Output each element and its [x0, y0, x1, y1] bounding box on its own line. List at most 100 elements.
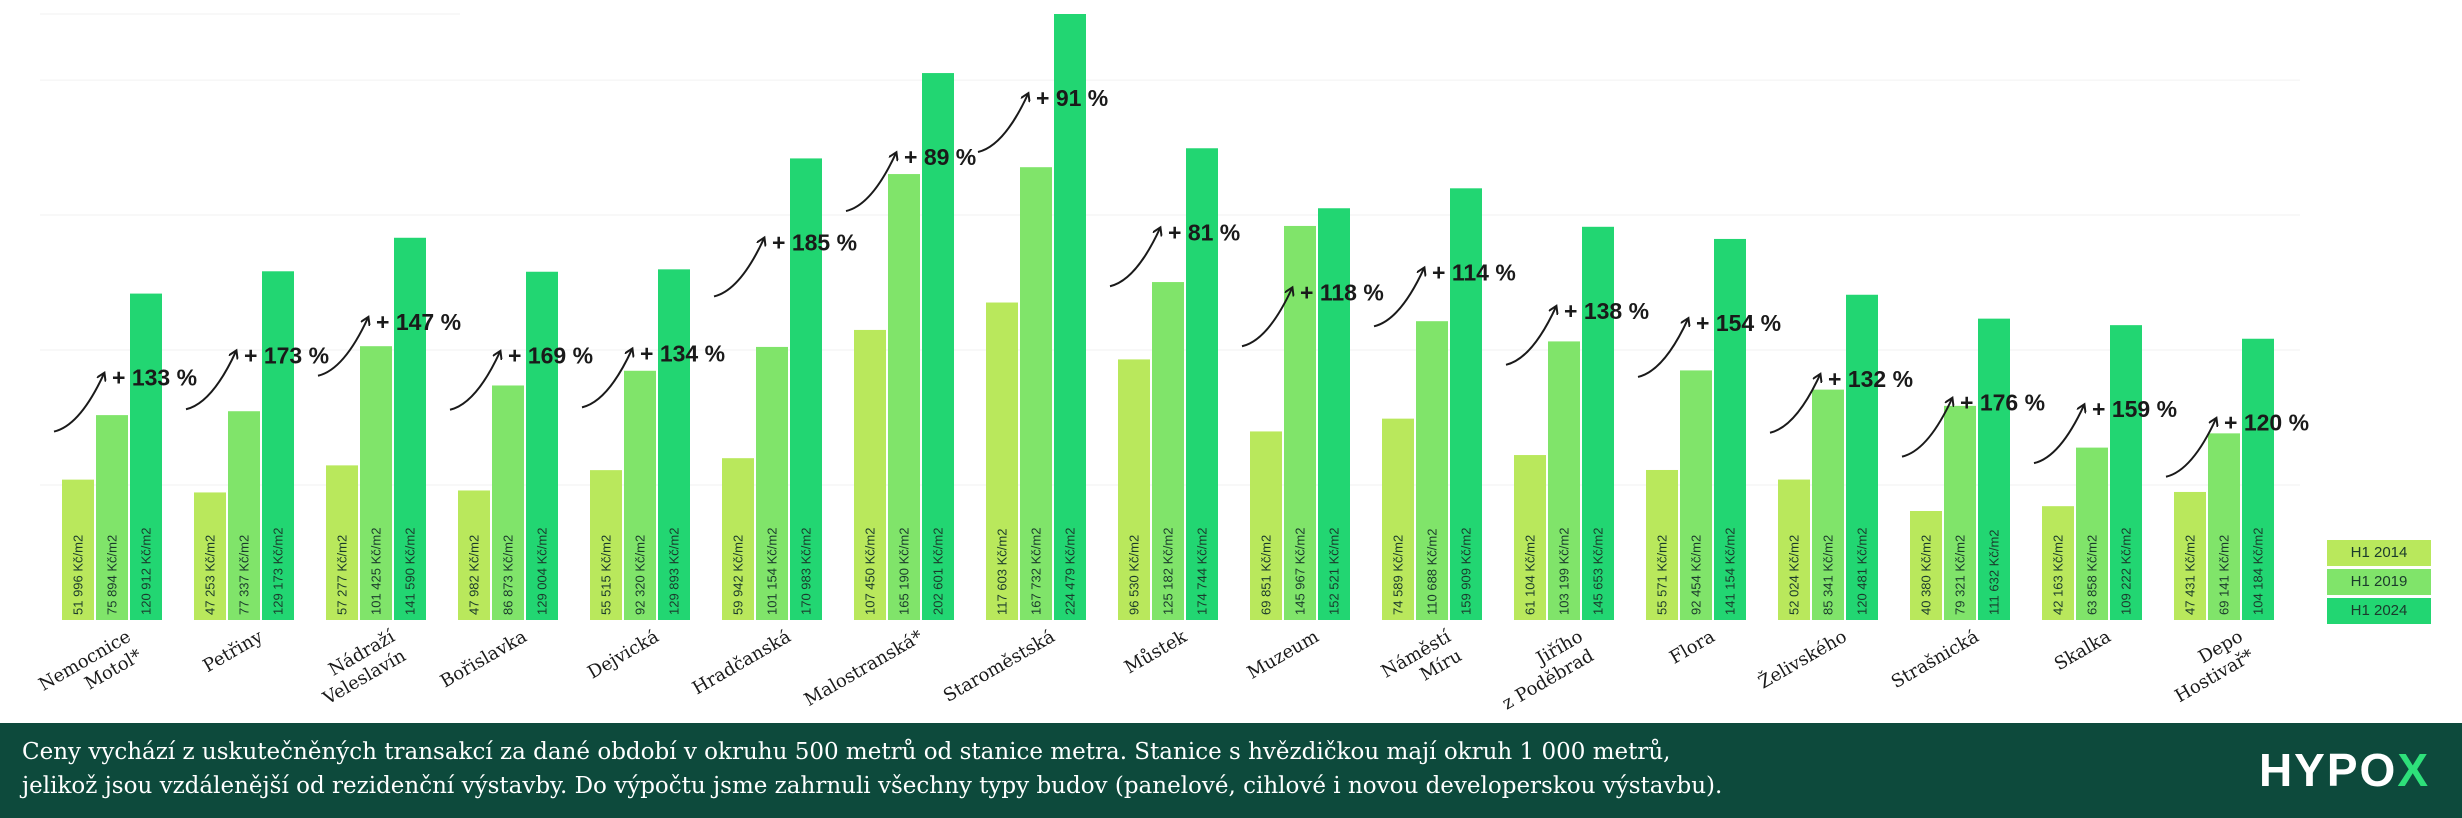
category-label: DepoHostivař* — [2160, 626, 2257, 707]
bar-value-label: 52 024 Kč/m2 — [1787, 535, 1802, 615]
growth-arrow — [1373, 268, 1424, 328]
bar — [1714, 238, 1746, 620]
bar-value-label: 63 858 Kč/m2 — [2085, 535, 2100, 615]
footer-note: Ceny vychází z uskutečněných transakcí z… — [22, 739, 1723, 799]
bar — [62, 479, 94, 620]
bar-value-label: 74 589 Kč/m2 — [1391, 535, 1406, 615]
bar-value-label: 51 996 Kč/m2 — [71, 535, 86, 615]
bar-value-label: 47 431 Kč/m2 — [2183, 535, 2198, 615]
bar — [1118, 359, 1150, 620]
bar — [1944, 405, 1976, 620]
bar — [888, 174, 920, 620]
bar-value-label: 224 479 Kč/m2 — [1063, 528, 1078, 615]
bar-value-label: 120 481 Kč/m2 — [1855, 528, 1870, 615]
bar-value-label: 129 004 Kč/m2 — [535, 528, 550, 615]
growth-arrow — [1505, 307, 1556, 366]
hypox-logo: HYPOX — [2259, 743, 2430, 797]
bar-value-label: 202 601 Kč/m2 — [931, 528, 946, 615]
bar-value-label: 110 688 Kč/m2 — [1425, 529, 1440, 615]
bar-value-label: 75 894 Kč/m2 — [105, 535, 120, 615]
bar — [1680, 370, 1712, 620]
bar — [1910, 510, 1942, 620]
bar — [492, 385, 524, 620]
bar — [1250, 431, 1282, 620]
bar — [1582, 226, 1614, 621]
bar — [360, 346, 392, 620]
category-label: Dejvická — [584, 626, 663, 683]
category-label: NáměstíMíru — [1378, 626, 1466, 702]
growth-label: + 91 % — [1036, 85, 1108, 111]
bar — [2242, 338, 2274, 620]
bar — [194, 492, 226, 620]
growth-arrow — [185, 351, 236, 411]
category-label: Můstek — [1121, 625, 1192, 679]
growth-label: + 185 % — [772, 229, 857, 255]
bar-value-label: 109 222 Kč/m2 — [2119, 528, 2134, 615]
growth-label: + 81 % — [1168, 219, 1240, 245]
bar — [1450, 188, 1482, 620]
growth-arrow — [2033, 405, 2084, 465]
bar-value-label: 129 893 Kč/m2 — [667, 528, 682, 615]
category-label: Staroměstská — [940, 626, 1059, 707]
bar — [526, 271, 558, 620]
bar — [658, 269, 690, 620]
category-label: Hradčanská — [689, 626, 795, 699]
growth-label: + 89 % — [904, 144, 976, 170]
bar-value-label: 107 450 Kč/m2 — [863, 528, 878, 615]
bar-value-label: 55 515 Kč/m2 — [599, 535, 614, 615]
bar — [394, 237, 426, 620]
bar — [1186, 148, 1218, 620]
logo-accent: X — [2397, 744, 2430, 796]
category-label: Jiříhoz Poděbrad — [1488, 626, 1598, 714]
growth-label: + 173 % — [244, 342, 329, 368]
growth-label: + 133 % — [112, 365, 197, 391]
bar-chart: 51 996 Kč/m2 75 894 Kč/m2 120 912 Kč/m2 + 1… — [35, 13, 2309, 714]
bar — [1646, 469, 1678, 620]
bar — [854, 329, 886, 620]
bar-value-label: 47 253 Kč/m2 — [203, 535, 218, 615]
growth-arrow — [1241, 288, 1292, 348]
bar — [1054, 14, 1086, 620]
bar-value-label: 77 337 Kč/m2 — [237, 535, 252, 615]
bar-value-label: 96 530 Kč/m2 — [1127, 535, 1142, 615]
bar-value-label: 69 141 Kč/m2 — [2217, 535, 2232, 615]
category-label: NádražíVeleslavín — [308, 626, 410, 710]
bar-value-label: 86 873 Kč/m2 — [501, 535, 516, 615]
category-label: NemocniceMotol* — [35, 626, 145, 714]
bar-value-label: 152 521 Kč/m2 — [1327, 528, 1342, 615]
bar-value-label: 59 942 Kč/m2 — [731, 535, 746, 615]
bar — [262, 271, 294, 620]
bar-value-label: 145 653 Kč/m2 — [1591, 528, 1606, 615]
bar — [2208, 433, 2240, 620]
bar — [1382, 418, 1414, 620]
bar-value-label: 57 277 Kč/m2 — [335, 535, 350, 615]
growth-label: + 176 % — [1960, 390, 2045, 416]
chart-legend: H1 2014 H1 2019 H1 2024 — [2327, 540, 2431, 627]
bar-value-label: 40 380 Kč/m2 — [1919, 535, 1934, 615]
bar — [2076, 447, 2108, 620]
bar-value-label: 141 590 Kč/m2 — [403, 528, 418, 615]
bar-value-label: 101 154 Kč/m2 — [765, 528, 780, 615]
bar — [756, 346, 788, 620]
growth-arrow — [1901, 399, 1952, 458]
bar — [722, 458, 754, 620]
bar-value-label: 159 909 Kč/m2 — [1459, 528, 1474, 615]
growth-arrow — [977, 94, 1028, 153]
growth-label: + 147 % — [376, 309, 461, 335]
growth-arrow — [845, 153, 896, 213]
bar-value-label: 55 571 Kč/m2 — [1655, 535, 1670, 615]
bar-value-label: 79 321 Kč/m2 — [1953, 535, 1968, 615]
bar-value-label: 125 182 Kč/m2 — [1161, 528, 1176, 615]
legend-item-2024: H1 2024 — [2327, 598, 2431, 624]
growth-arrow — [1637, 319, 1688, 378]
logo-text: HYPO — [2258, 744, 2398, 796]
bar — [986, 302, 1018, 620]
category-label: Muzeum — [1244, 626, 1323, 684]
growth-arrow — [1769, 375, 1820, 434]
bar-value-label: 165 190 Kč/m2 — [897, 528, 912, 615]
growth-label: + 169 % — [508, 343, 593, 369]
growth-arrow — [449, 352, 500, 411]
bar-value-label: 145 967 Kč/m2 — [1293, 528, 1308, 615]
bar — [228, 411, 260, 620]
growth-arrow — [1109, 228, 1160, 288]
